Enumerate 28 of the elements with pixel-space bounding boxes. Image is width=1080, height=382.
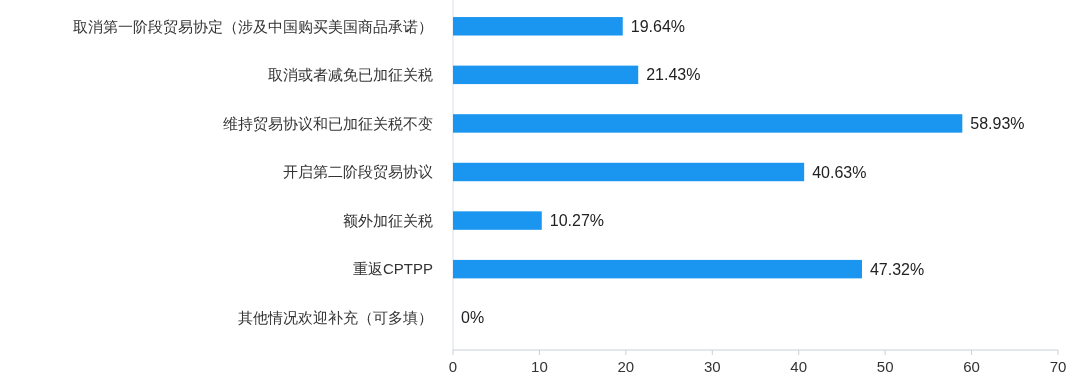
x-tick-label: 10 xyxy=(531,358,548,375)
bar xyxy=(453,259,862,279)
data-label: 40.63% xyxy=(812,163,867,181)
y-tick-label: 重返CPTPP xyxy=(352,260,433,278)
bar xyxy=(453,114,963,133)
bar xyxy=(453,162,805,182)
bar xyxy=(453,65,639,85)
x-tick-label: 60 xyxy=(963,358,980,375)
x-tick-label: 70 xyxy=(1049,358,1067,375)
x-tick-label: 40 xyxy=(790,358,808,375)
bar xyxy=(453,211,542,230)
y-tick-label: 额外加征关税 xyxy=(343,211,433,229)
y-tick-label: 其他情况欢迎补充（可多填） xyxy=(238,308,433,326)
bar xyxy=(453,17,623,36)
y-tick-label: 开启第二阶段贸易协议 xyxy=(283,163,433,181)
data-label: 58.93% xyxy=(970,115,1025,133)
x-tick-label: 30 xyxy=(703,358,721,375)
data-label: 21.43% xyxy=(646,66,701,84)
data-label: 10.27% xyxy=(549,212,605,230)
data-label: 47.32% xyxy=(869,260,925,278)
y-tick-label: 维持贸易协议和已加征关税不变 xyxy=(223,114,433,132)
x-tick-label: 0 xyxy=(448,358,458,375)
y-tick-label: 取消或者减免已加征关税 xyxy=(268,66,433,84)
data-label: 19.64% xyxy=(630,17,686,35)
x-tick-label: 20 xyxy=(617,358,635,375)
data-label: 0% xyxy=(461,309,485,327)
y-tick-label: 取消第一阶段贸易协定（涉及中国购买美国商品承诺） xyxy=(73,17,433,35)
x-tick-label: 50 xyxy=(876,358,894,375)
